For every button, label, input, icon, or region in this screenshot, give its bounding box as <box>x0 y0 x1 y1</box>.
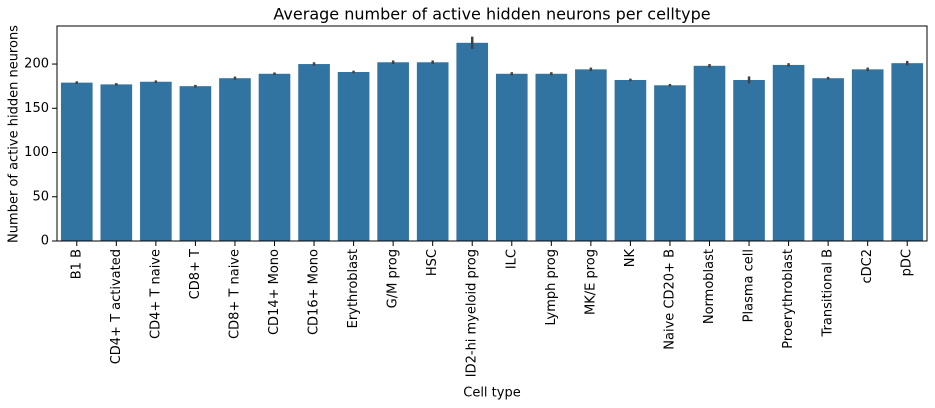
x-tick-label: CD4+ T activated <box>109 249 124 364</box>
bar <box>654 85 686 241</box>
x-tick-label: cDC2 <box>860 249 875 284</box>
bar <box>535 73 568 242</box>
bar <box>60 82 93 241</box>
bar <box>416 62 449 241</box>
x-tick-label: CD8+ T <box>188 249 203 299</box>
bar <box>298 64 330 242</box>
x-tick-label: Normoblast <box>702 249 717 324</box>
x-tick-label: B1 B <box>69 249 84 279</box>
bar <box>140 81 172 241</box>
bar <box>693 65 726 241</box>
x-tick-label: ID2-hi myeloid prog <box>465 249 480 377</box>
y-tick-label: 150 <box>24 101 49 116</box>
y-tick-label: 0 <box>41 234 49 249</box>
y-tick-label: 100 <box>24 145 49 160</box>
bar <box>456 42 489 241</box>
bar <box>891 63 924 241</box>
bar <box>219 78 251 241</box>
x-tick-label: G/M prog <box>386 249 401 308</box>
bar <box>575 69 607 241</box>
bar <box>377 62 409 241</box>
x-tick-label: Plasma cell <box>742 249 757 322</box>
bar <box>100 84 133 241</box>
x-tick-label: Proerythroblast <box>781 249 796 349</box>
x-tick-label: ILC <box>504 249 519 269</box>
chart-title: Average number of active hidden neurons … <box>273 5 710 24</box>
bar <box>851 69 884 241</box>
y-tick-label: 50 <box>32 189 49 204</box>
bar <box>258 73 291 242</box>
x-tick-label: CD16+ Mono <box>307 249 322 335</box>
x-tick-label: NK <box>623 249 638 268</box>
x-tick-label: Transitional B <box>821 249 836 338</box>
y-axis-label: Number of active hidden neurons <box>7 25 22 243</box>
x-axis-label: Cell type <box>463 386 520 401</box>
x-tick-label: HSC <box>425 249 440 276</box>
bar <box>772 64 805 241</box>
x-tick-label: Erythroblast <box>346 249 361 328</box>
bar <box>495 73 528 242</box>
x-tick-label: CD8+ T naive <box>227 249 242 339</box>
x-tick-label: MK/E prog <box>583 249 598 315</box>
bar <box>337 72 370 241</box>
y-tick-label: 200 <box>24 57 49 72</box>
bar <box>614 79 647 241</box>
x-tick-label: Lymph prog <box>544 249 559 326</box>
bar <box>812 78 844 241</box>
bar <box>733 79 765 241</box>
x-tick-label: pDC <box>900 249 915 276</box>
x-tick-label: CD4+ T naive <box>148 249 163 339</box>
bar <box>179 86 212 241</box>
x-tick-label: Naive CD20+ B <box>662 249 677 350</box>
plot-frame <box>56 25 928 242</box>
x-tick-label: CD14+ Mono <box>267 249 282 335</box>
